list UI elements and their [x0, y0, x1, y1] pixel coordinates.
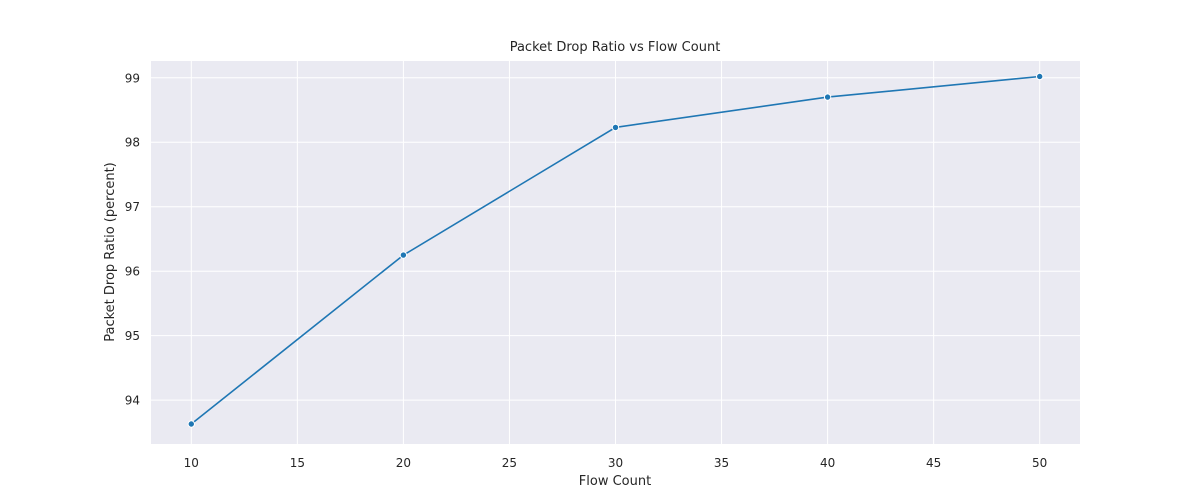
x-tick-label: 30 [608, 456, 623, 470]
data-point [611, 123, 620, 132]
y-tick-label: 97 [125, 200, 140, 214]
data-point [823, 93, 832, 101]
y-tick-label: 94 [125, 394, 140, 408]
y-axis-label: Packet Drop Ratio (percent) [103, 162, 118, 342]
data-point [399, 251, 408, 259]
x-tick-label: 35 [714, 456, 729, 470]
x-tick-label: 40 [820, 456, 835, 470]
y-tick-label: 96 [125, 265, 140, 279]
x-tick-label: 20 [396, 456, 411, 470]
series-layer [187, 72, 1044, 428]
x-tick-label: 45 [926, 456, 941, 470]
x-tick-label: 25 [502, 456, 517, 470]
chart-title: Packet Drop Ratio vs Flow Count [510, 40, 721, 55]
x-tick-label: 50 [1032, 456, 1047, 470]
y-tick-label: 95 [125, 329, 140, 343]
tick-layer: 10 15 20 25 30 35 40 45 50 94 95 96 97 98 99 [125, 71, 1048, 470]
data-point [1036, 72, 1044, 81]
x-tick-label: 15 [290, 456, 305, 470]
data-point [187, 420, 195, 428]
x-tick-label: 10 [184, 456, 199, 470]
x-axis-label: Flow Count [579, 474, 651, 489]
y-tick-label: 99 [125, 71, 140, 85]
grid-layer [151, 61, 1080, 444]
y-tick-label: 98 [125, 136, 140, 150]
